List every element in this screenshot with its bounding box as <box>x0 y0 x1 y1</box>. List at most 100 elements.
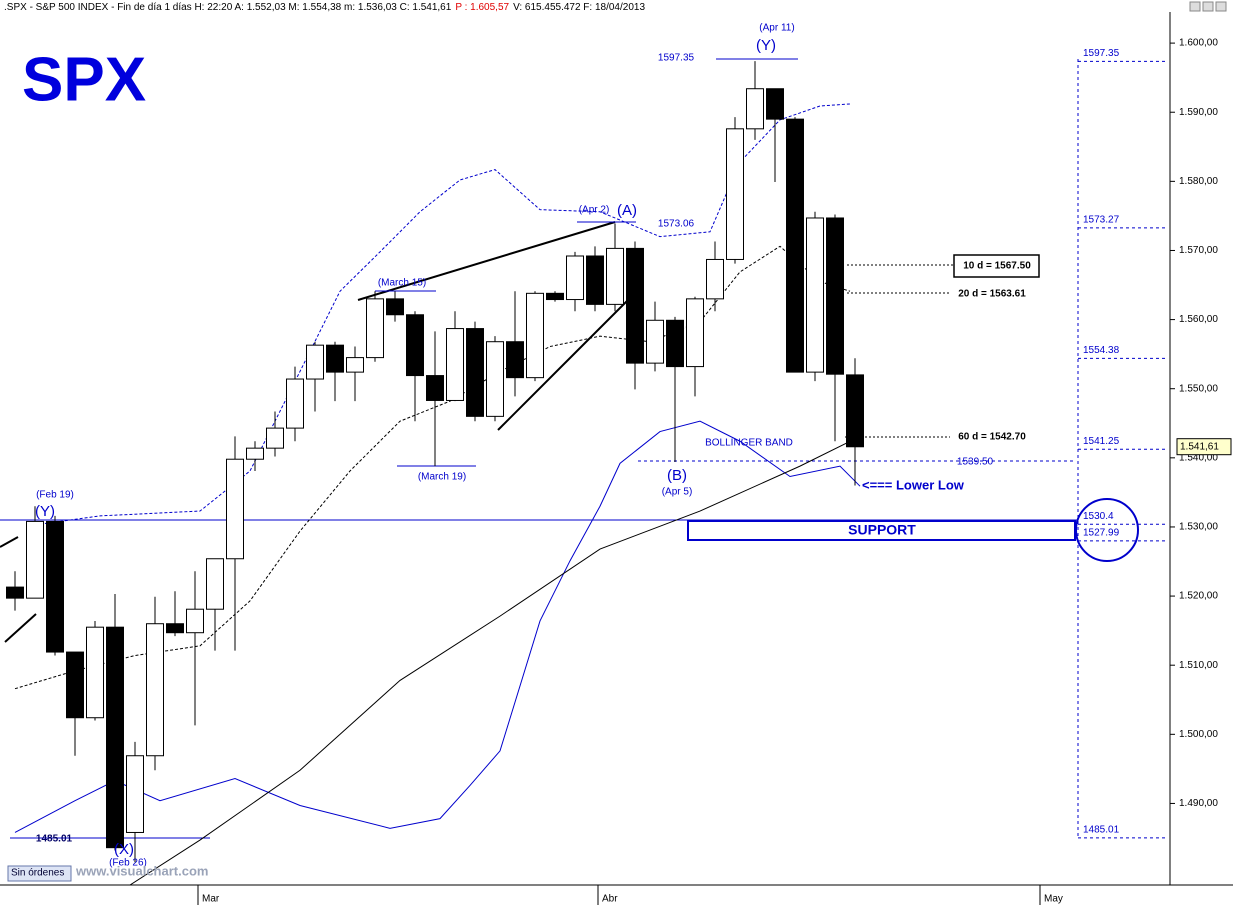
annotation: 10 d = 1567.50 <box>963 261 1031 272</box>
candle-body <box>166 623 184 634</box>
trendline <box>0 536 19 548</box>
candle-body <box>606 247 624 305</box>
candle-body <box>326 344 344 373</box>
header-prev: P : 1.605,57 <box>455 2 509 13</box>
annotation: BOLLINGER BAND <box>705 438 793 449</box>
candle-body <box>366 298 384 359</box>
annotation: (March 19) <box>418 472 466 483</box>
annotation: (B) <box>667 467 687 484</box>
restore[interactable] <box>1202 1 1214 12</box>
window-controls[interactable] <box>1189 1 1227 12</box>
candle-body <box>26 520 44 599</box>
candle-body <box>246 447 264 460</box>
annotation: 1539.50 <box>957 457 994 468</box>
annotation: 1485.01 <box>36 834 73 845</box>
candle-body <box>586 255 604 305</box>
candle-body <box>146 623 164 757</box>
overlay-line <box>129 435 861 885</box>
y-tick-label: 1.560,00 <box>1179 314 1218 325</box>
level-label: 1573.27 <box>1083 215 1120 226</box>
y-tick-label: 1.570,00 <box>1179 245 1218 256</box>
plot <box>6 61 864 885</box>
x-tick-label: May <box>1044 894 1063 905</box>
header-info: .SPX - S&P 500 INDEX - Fin de día 1 días… <box>4 2 452 13</box>
header: .SPX - S&P 500 INDEX - Fin de día 1 días… <box>4 2 645 13</box>
candle-body <box>506 341 524 379</box>
candle-body <box>786 118 804 373</box>
last-price-label: 1.541,61 <box>1180 441 1219 452</box>
candle-body <box>346 357 364 373</box>
annotation: 1573.06 <box>658 219 695 230</box>
annotation: (Feb 26) <box>109 858 147 869</box>
candle-body <box>666 319 684 368</box>
candle-body <box>406 314 424 377</box>
annotation: 20 d = 1563.61 <box>958 289 1026 300</box>
candle-body <box>466 328 484 417</box>
header-volume: V: 615.455.472 F: 18/04/2013 <box>513 2 645 13</box>
watermark: www.visualchart.com <box>75 863 208 878</box>
x-tick-label: Abr <box>602 894 618 905</box>
level-label: 1554.38 <box>1083 345 1120 356</box>
level-label: 1485.01 <box>1083 825 1120 836</box>
y-tick-label: 1.490,00 <box>1179 798 1218 809</box>
candle-body <box>266 427 284 449</box>
candle-body <box>186 608 204 634</box>
annotation: (Y) <box>756 37 776 54</box>
annotation: 60 d = 1542.70 <box>958 432 1026 443</box>
candle-body <box>546 292 564 301</box>
trendline <box>357 221 616 301</box>
candle-body <box>746 88 764 130</box>
annotation: <=== Lower Low <box>862 477 965 492</box>
x-tick-label: Mar <box>202 894 220 905</box>
y-tick-label: 1.540,00 <box>1179 452 1218 463</box>
annotation: (Apr 5) <box>662 487 693 498</box>
annotation: SUPPORT <box>848 522 916 538</box>
trendline <box>4 613 37 643</box>
annotation: (March 15) <box>378 278 426 289</box>
candle-body <box>106 626 124 849</box>
annotation: 1597.35 <box>658 53 695 64</box>
y-tick-label: 1.580,00 <box>1179 176 1218 187</box>
level-label: 1597.35 <box>1083 48 1120 59</box>
annotation: (X) <box>114 841 134 858</box>
annotation: (A) <box>617 202 637 219</box>
candle-body <box>86 626 104 719</box>
y-tick-label: 1.550,00 <box>1179 383 1218 394</box>
y-tick-label: 1.600,00 <box>1179 38 1218 49</box>
candle-body <box>806 217 824 373</box>
level-label: 1527.99 <box>1083 527 1120 538</box>
close[interactable] <box>1215 1 1227 12</box>
minimize[interactable] <box>1189 1 1201 12</box>
candle-body <box>566 255 584 301</box>
level-label: 1530.4 <box>1083 511 1114 522</box>
annotation: (Apr 11) <box>759 23 794 34</box>
candle-body <box>226 458 244 560</box>
orders-button[interactable] <box>7 865 72 882</box>
candle-body <box>706 258 724 300</box>
y-tick-label: 1.510,00 <box>1179 660 1218 671</box>
annotation: (Feb 19) <box>36 490 74 501</box>
overlay-line <box>39 103 851 525</box>
overlay-line <box>14 420 861 833</box>
candle-body <box>286 378 304 429</box>
annotation: (Apr 2) <box>579 205 610 216</box>
candle-body <box>446 328 464 401</box>
candle-body <box>6 586 24 599</box>
y-tick-label: 1.590,00 <box>1179 107 1218 118</box>
candle-body <box>426 375 444 401</box>
level-label: 1541.25 <box>1083 436 1120 447</box>
candle-body <box>66 651 84 719</box>
candle-body <box>46 520 64 653</box>
candle-body <box>206 558 224 610</box>
support-box <box>687 520 1076 541</box>
y-tick-label: 1.520,00 <box>1179 591 1218 602</box>
candle-body <box>306 344 324 380</box>
candle-body <box>526 292 544 379</box>
ma-box <box>953 254 1040 278</box>
annotation: SPX <box>22 45 146 114</box>
candle-body <box>766 88 784 120</box>
candle-body <box>646 319 664 364</box>
y-tick-label: 1.500,00 <box>1179 729 1218 740</box>
candle-body <box>486 341 504 417</box>
